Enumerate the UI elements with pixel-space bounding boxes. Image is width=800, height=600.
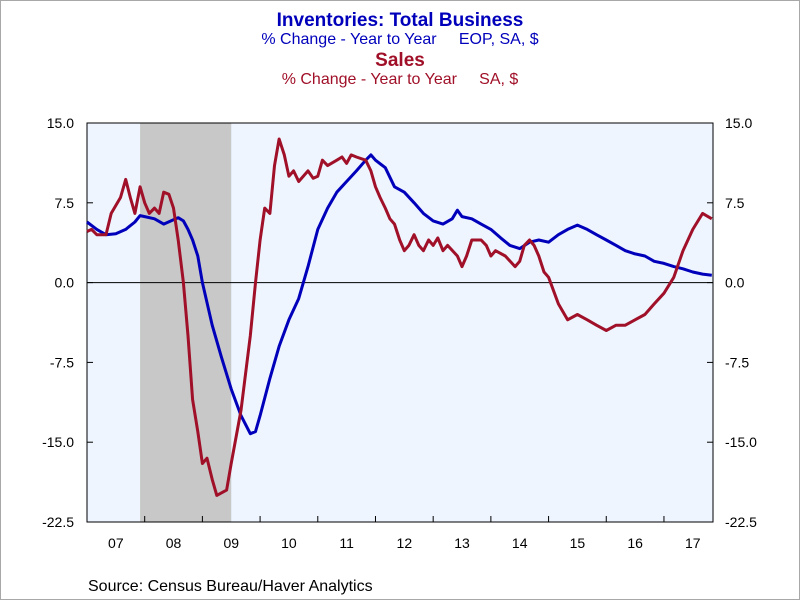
- x-tick-label: 10: [281, 535, 297, 551]
- y-tick-label-left: 15.0: [47, 115, 74, 131]
- sales-subtitle: % Change - Year to Year SA, $: [281, 71, 519, 88]
- x-tick-label: 17: [685, 535, 701, 551]
- y-tick-label-right: 0.0: [725, 275, 745, 291]
- x-tick-label: 16: [627, 535, 643, 551]
- plot-border: [86, 122, 714, 523]
- inventories-series-line: [86, 153, 712, 436]
- y-tick-label-left: -7.5: [50, 354, 74, 370]
- y-tick-label-right: 15.0: [725, 115, 752, 131]
- y-tick-label-right: -15.0: [725, 434, 757, 450]
- x-tick-label: 11: [339, 535, 354, 551]
- y-tick-label-right: -22.5: [725, 514, 757, 530]
- x-tick-label: 15: [570, 535, 586, 551]
- sales-series-line: [86, 137, 713, 497]
- y-tick-label-right: -7.5: [725, 354, 749, 370]
- x-tick-label: 12: [397, 535, 413, 551]
- y-tick-label-left: -22.5: [42, 514, 74, 530]
- y-tick-label-left: 7.5: [55, 195, 75, 211]
- sales-title: Sales: [375, 50, 425, 71]
- x-tick-label: 14: [512, 535, 528, 551]
- inventories-subtitle: % Change - Year to Year EOP, SA, $: [261, 31, 539, 48]
- y-tick-label-left: -15.0: [42, 434, 74, 450]
- chart-titles: Inventories: Total Business % Change - Y…: [0, 10, 800, 89]
- x-tick-label: 07: [108, 535, 124, 551]
- inventories-title: Inventories: Total Business: [276, 10, 524, 31]
- x-tick-label: 13: [454, 535, 470, 551]
- y-tick-label-right: 7.5: [725, 195, 745, 211]
- source-note: Source: Census Bureau/Haver Analytics: [88, 578, 373, 595]
- x-tick-label: 09: [223, 535, 239, 551]
- y-tick-label-left: 0.0: [55, 275, 75, 291]
- x-tick-label: 08: [166, 535, 182, 551]
